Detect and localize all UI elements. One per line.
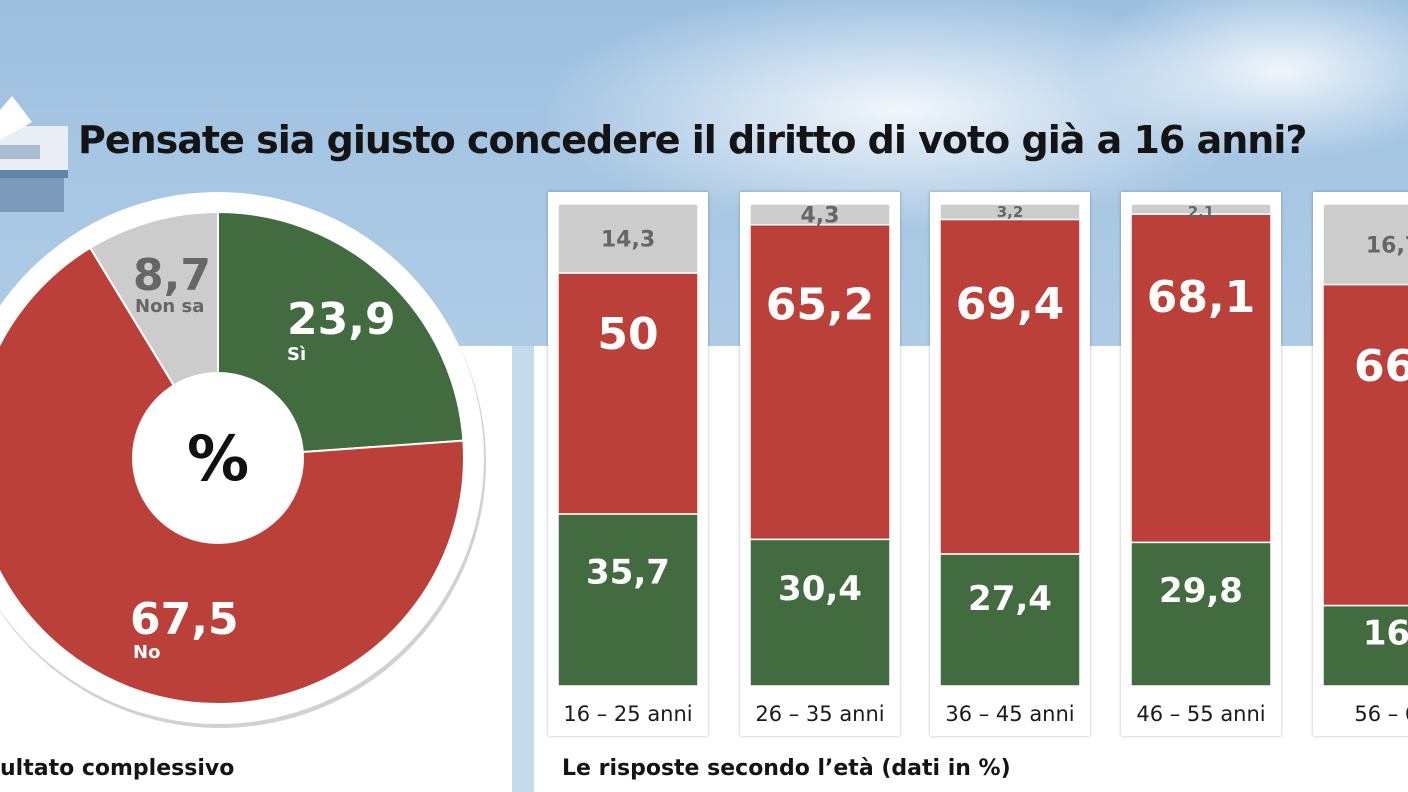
bar-column: 27,4 69,4 3,2 36 – 45 anni — [930, 192, 1090, 736]
bar-segment-dontknow — [749, 203, 891, 226]
bar-segment-dontknow — [1322, 203, 1408, 286]
bar-segment-dontknow — [939, 203, 1081, 221]
bar-segment-no — [1130, 213, 1272, 544]
bar-segment-no — [1322, 283, 1408, 607]
bar-column: 16, 66, 16,7 56 – 65 — [1313, 192, 1408, 736]
pie-category-label: Non sa — [135, 296, 204, 317]
bar-segment-no — [557, 272, 699, 515]
bar-value-label: 65,2 — [766, 279, 875, 330]
bar-value-label: 29,8 — [1159, 571, 1243, 611]
ballot-box-icon — [0, 96, 68, 212]
bar-value-label: 3,2 — [997, 203, 1024, 221]
bar-value-label: 69,4 — [956, 279, 1065, 330]
pie-center-label: % — [187, 422, 249, 495]
bar-value-label: 2,1 — [1188, 203, 1215, 221]
bar-value-label: 50 — [597, 309, 658, 360]
bar-value-label: 30,4 — [778, 569, 862, 609]
pie-caption: ultato complessivo — [0, 756, 235, 781]
bar-segment-yes — [939, 553, 1081, 687]
bar-value-label: 4,3 — [801, 203, 840, 228]
bar-segment-no — [749, 224, 891, 541]
pie-value-label: 67,5 — [130, 594, 239, 645]
age-group-label: 26 – 35 anni — [755, 702, 885, 726]
bar-column: 30,4 65,2 4,3 26 – 35 anni — [740, 192, 900, 736]
bars-caption: Le risposte secondo l’età (dati in %) — [562, 756, 1011, 781]
bar-segment-dontknow — [557, 203, 699, 274]
bar-segment-yes — [1130, 541, 1272, 687]
pie-category-label: No — [133, 642, 160, 663]
bar-value-label: 35,7 — [586, 552, 670, 592]
bar-segment-yes — [749, 538, 891, 687]
bar-value-label: 68,1 — [1147, 272, 1256, 323]
bar-column: 35,7 50 14,3 16 – 25 anni — [548, 192, 708, 736]
bar-column: 29,8 68,1 2,1 46 – 55 anni — [1121, 192, 1281, 736]
bar-segment-no — [939, 218, 1081, 555]
bar-value-label: 27,4 — [968, 579, 1052, 619]
age-group-label: 56 – 65 — [1354, 702, 1408, 726]
bar-value-label: 14,3 — [601, 227, 655, 252]
page-title: Pensate sia giusto concedere il diritto … — [78, 118, 1307, 162]
bar-segment-dontknow — [1130, 203, 1272, 215]
bar-segment-yes — [557, 513, 699, 687]
pie-category-label: Sì — [287, 344, 306, 365]
pie-value-label: 8,7 — [133, 250, 211, 301]
age-group-label: 46 – 55 anni — [1136, 702, 1266, 726]
bar-value-label: 16, — [1363, 613, 1408, 653]
bar-value-label: 66, — [1354, 341, 1408, 392]
age-group-label: 16 – 25 anni — [563, 702, 693, 726]
pie-center — [132, 372, 304, 544]
bar-value-label: 16,7 — [1366, 233, 1408, 258]
age-group-label: 36 – 45 anni — [945, 702, 1075, 726]
pie-slice-0 — [217, 210, 465, 460]
pie-value-label: 23,9 — [287, 294, 396, 345]
